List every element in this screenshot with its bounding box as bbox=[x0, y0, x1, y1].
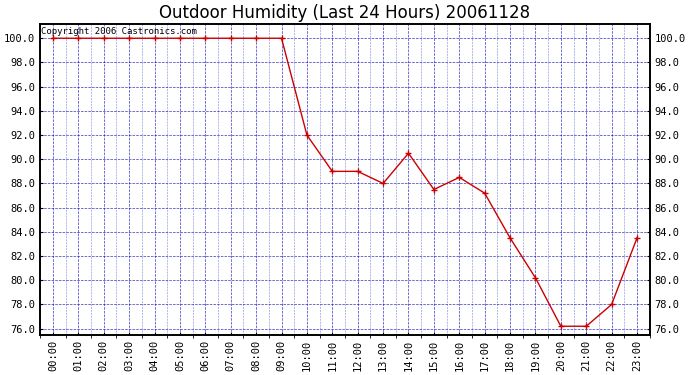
Title: Outdoor Humidity (Last 24 Hours) 20061128: Outdoor Humidity (Last 24 Hours) 2006112… bbox=[159, 4, 531, 22]
Text: Copyright 2006 Castronics.com: Copyright 2006 Castronics.com bbox=[41, 27, 197, 36]
